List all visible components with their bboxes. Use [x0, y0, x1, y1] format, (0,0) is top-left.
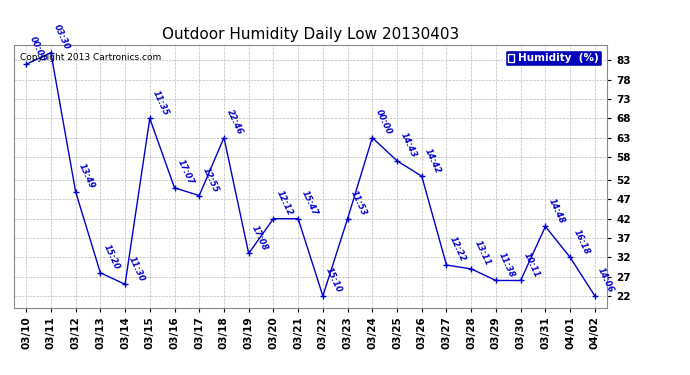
Text: 00:00: 00:00: [28, 35, 47, 63]
Legend: Humidity  (%): Humidity (%): [504, 50, 602, 66]
Text: 14:48: 14:48: [546, 197, 566, 225]
Text: Copyright 2013 Cartronics.com: Copyright 2013 Cartronics.com: [20, 53, 161, 62]
Text: 17:07: 17:07: [176, 158, 195, 186]
Text: 15:47: 15:47: [299, 189, 319, 217]
Text: 15:10: 15:10: [324, 266, 344, 294]
Text: 13:49: 13:49: [77, 162, 97, 190]
Text: 12:12: 12:12: [275, 189, 295, 217]
Text: 11:35: 11:35: [151, 89, 170, 117]
Text: 03:30: 03:30: [52, 23, 72, 51]
Text: 00:00: 00:00: [374, 108, 393, 136]
Text: 22:46: 22:46: [226, 108, 245, 136]
Text: 14:06: 14:06: [596, 266, 615, 294]
Text: 11:53: 11:53: [349, 189, 368, 217]
Text: 13:11: 13:11: [473, 239, 492, 267]
Text: 12:22: 12:22: [448, 236, 467, 264]
Text: 12:55: 12:55: [201, 166, 220, 194]
Title: Outdoor Humidity Daily Low 20130403: Outdoor Humidity Daily Low 20130403: [162, 27, 459, 42]
Text: 17:08: 17:08: [250, 224, 270, 252]
Text: 10:11: 10:11: [522, 251, 542, 279]
Text: 11:38: 11:38: [497, 251, 517, 279]
Text: 14:42: 14:42: [423, 147, 443, 175]
Text: 11:30: 11:30: [126, 255, 146, 283]
Text: 15:20: 15:20: [101, 243, 121, 272]
Text: 14:43: 14:43: [398, 131, 418, 159]
Text: 16:18: 16:18: [571, 228, 591, 256]
